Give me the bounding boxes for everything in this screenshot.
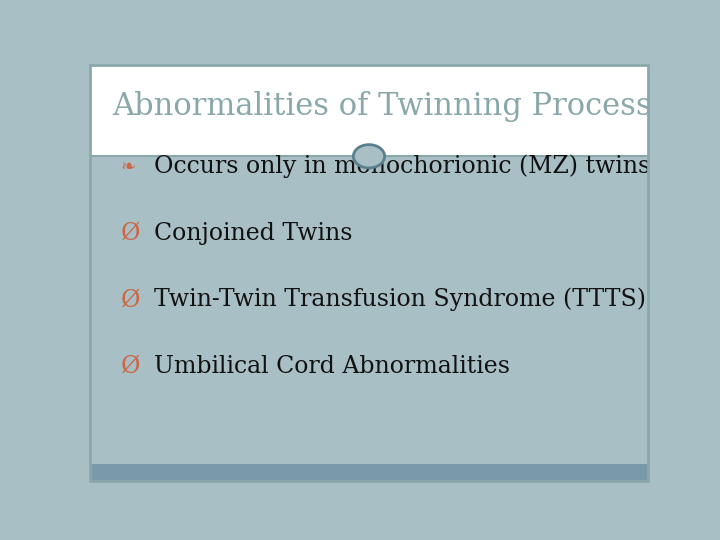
Text: ❧: ❧ <box>121 158 136 176</box>
Text: Ø: Ø <box>121 288 140 311</box>
Text: Ø: Ø <box>121 222 140 245</box>
Text: Twin-Twin Transfusion Syndrome (TTTS): Twin-Twin Transfusion Syndrome (TTTS) <box>154 288 646 312</box>
Circle shape <box>354 145 384 168</box>
Text: Umbilical Cord Abnormalities: Umbilical Cord Abnormalities <box>154 355 510 378</box>
Text: Occurs only in monochorionic (MZ) twins: Occurs only in monochorionic (MZ) twins <box>154 155 650 178</box>
Text: Ø: Ø <box>121 355 140 378</box>
Text: Abnormalities of Twinning Process: Abnormalities of Twinning Process <box>112 91 652 122</box>
Bar <box>90 464 648 481</box>
Text: Conjoined Twins: Conjoined Twins <box>154 222 353 245</box>
Bar <box>90 65 648 156</box>
